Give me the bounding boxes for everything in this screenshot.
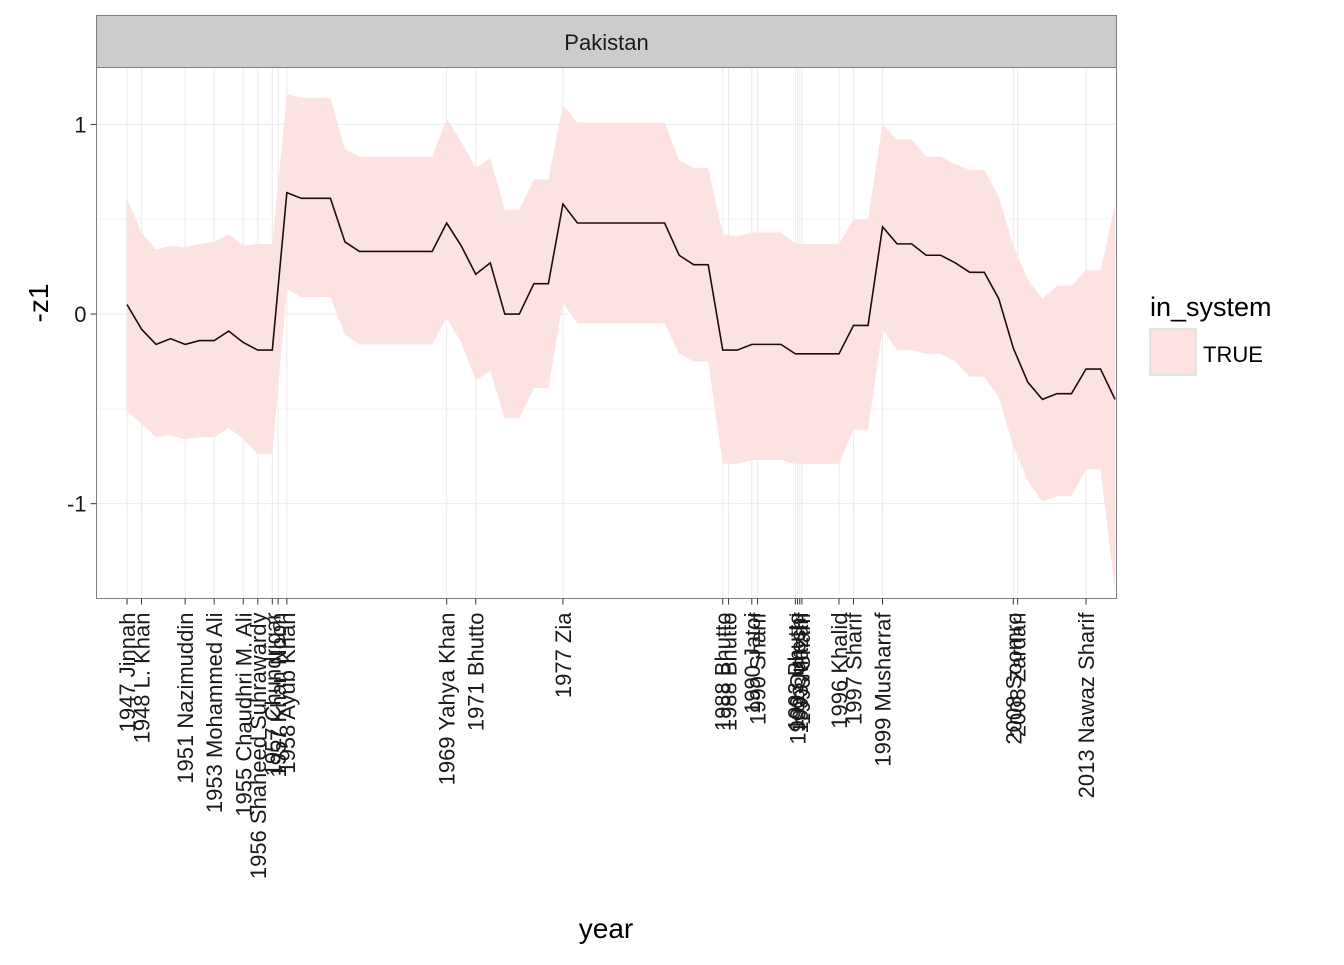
series-line: [126, 191, 1116, 401]
x-tick-label: 1953 Mohammed Ali: [202, 613, 227, 814]
legend-entry-label: TRUE: [1203, 342, 1263, 367]
facet-strip-label: Pakistan: [564, 30, 648, 55]
y-tick-label: 1: [74, 112, 86, 137]
y-axis-title: -z1: [23, 284, 54, 323]
x-tick-label: 1948 L. Khan: [130, 613, 155, 744]
x-tick-label: 1990 Jatoi: [740, 613, 765, 715]
x-tick-label: 1971 Bhutto: [464, 613, 489, 732]
x-axis-title: year: [579, 913, 633, 944]
y-tick-label: 0: [74, 302, 86, 327]
legend-title: in_system: [1150, 292, 1272, 322]
x-tick-label: 1957 Khan Noon: [266, 613, 291, 778]
legend-key-swatch: [1151, 330, 1195, 374]
x-tick-label: 1956 Shaheed Suhrawardy: [246, 613, 271, 880]
y-axis-ticks: -1 0 1: [67, 112, 97, 517]
x-tick-label: 1997 Sharif: [842, 612, 867, 725]
y-tick-label: -1: [67, 492, 87, 517]
x-tick-label: 1947 Jinnah: [115, 613, 140, 733]
x-tick-label: 1990 Sharif: [746, 612, 771, 725]
x-tick-label: 1993 Sharif: [790, 612, 815, 725]
confidence-ribbon: [127, 94, 1116, 591]
x-tick-label: 1988 Bhutto: [711, 613, 736, 732]
legend: in_system TRUE: [1149, 292, 1272, 376]
x-tick-label: 1993 Qureshi: [786, 613, 811, 745]
ribbon-layer: [127, 94, 1116, 591]
x-tick-label: 2013 Nawaz Sharif: [1074, 612, 1099, 799]
x-tick-label: 1996 Khalid: [827, 613, 852, 729]
x-tick-label: 1955 Chaudhri M. Ali: [231, 613, 256, 817]
x-tick-label: 1969 Yahya Khan: [435, 613, 460, 786]
x-tick-label: 1993 Mazari: [788, 613, 813, 734]
x-tick-label: 2008 Soomro: [1001, 613, 1026, 745]
x-tick-label: 1957 Chundrigar: [260, 613, 285, 777]
x-tick-label: 2008 Zardari: [1006, 613, 1031, 738]
facet-strip: [96, 15, 1117, 68]
x-tick-label: 1951 Nazimuddin: [173, 613, 198, 784]
x-tick-label: 1999 Musharraf: [871, 612, 896, 767]
x-tick-label: 1958 Ayub Khan: [275, 613, 300, 774]
x-tick-label: 1993 Bhutto: [783, 613, 808, 732]
line-layer: [126, 191, 1116, 401]
x-tick-label: 1988 Bhutto: [717, 613, 742, 732]
plot-panel-border: [96, 67, 1117, 599]
x-tick-label: 1977 Zia: [551, 612, 576, 698]
